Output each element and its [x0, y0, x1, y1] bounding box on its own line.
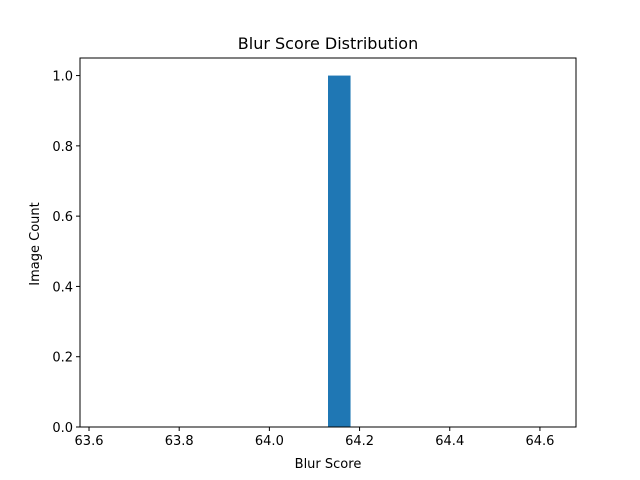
y-axis-ticks: 0.0 0.2 0.4 0.6 0.8 1.0	[52, 70, 80, 436]
x-tick-label: 64.4	[435, 434, 464, 449]
x-tick-label: 63.8	[165, 434, 194, 449]
axes-frame	[79, 57, 577, 428]
y-tick-label: 0.2	[52, 351, 73, 366]
bars-layer	[328, 75, 351, 428]
y-tick-label: 0.0	[52, 421, 73, 436]
y-axis-label: Image Count	[28, 202, 43, 285]
chart-title: Blur Score Distribution	[238, 34, 418, 53]
plot-area	[79, 57, 577, 428]
x-tick-label: 64.0	[255, 434, 284, 449]
histogram-bar-0	[328, 75, 351, 428]
x-tick-label: 63.6	[75, 434, 104, 449]
x-axis-ticks: 63.6 63.8 64.0 64.2 64.4 64.6	[75, 427, 554, 449]
y-tick-label: 0.4	[52, 280, 73, 295]
x-axis-label: Blur Score	[295, 457, 362, 472]
y-tick-label: 0.8	[52, 140, 73, 155]
x-tick-label: 64.2	[345, 434, 374, 449]
x-tick-label: 64.6	[525, 434, 554, 449]
y-tick-label: 1.0	[52, 70, 73, 85]
y-tick-label: 0.6	[52, 210, 73, 225]
